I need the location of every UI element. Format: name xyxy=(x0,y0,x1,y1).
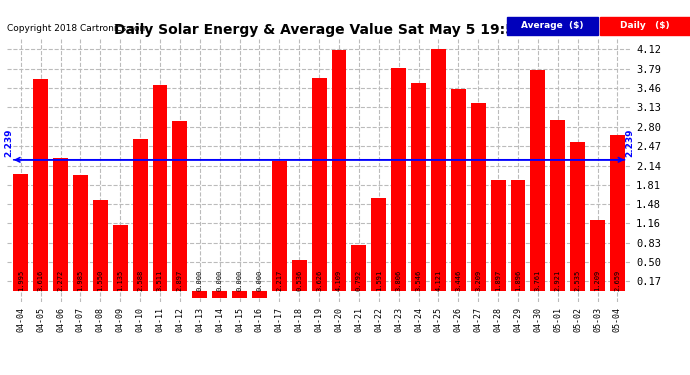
Text: 2.239: 2.239 xyxy=(4,128,13,157)
Bar xyxy=(411,83,426,291)
Text: Average  ($): Average ($) xyxy=(522,21,584,30)
Text: 3.446: 3.446 xyxy=(455,270,462,291)
Text: 2.659: 2.659 xyxy=(614,270,620,291)
Text: 3.626: 3.626 xyxy=(316,270,322,291)
Text: Copyright 2018 Cartronics.com: Copyright 2018 Cartronics.com xyxy=(7,24,148,33)
Text: 3.511: 3.511 xyxy=(157,270,163,291)
Bar xyxy=(13,174,28,291)
Text: 0.000: 0.000 xyxy=(197,270,203,291)
Text: 3.761: 3.761 xyxy=(535,270,541,291)
Bar xyxy=(371,198,386,291)
Bar xyxy=(351,245,366,291)
Bar xyxy=(172,121,188,291)
Bar xyxy=(93,200,108,291)
Bar xyxy=(391,68,406,291)
Bar xyxy=(292,260,306,291)
Text: 0.792: 0.792 xyxy=(356,270,362,291)
Bar xyxy=(471,103,486,291)
Text: 2.272: 2.272 xyxy=(57,270,63,291)
Bar xyxy=(132,140,148,291)
Bar xyxy=(252,291,267,298)
Bar xyxy=(73,175,88,291)
Text: 1.985: 1.985 xyxy=(77,270,83,291)
Text: 1.550: 1.550 xyxy=(97,270,104,291)
Bar xyxy=(431,49,446,291)
Bar xyxy=(53,158,68,291)
Bar xyxy=(451,89,466,291)
Text: 0.000: 0.000 xyxy=(217,270,223,291)
Text: 2.535: 2.535 xyxy=(575,270,581,291)
Text: 3.616: 3.616 xyxy=(38,270,43,291)
Bar xyxy=(610,135,625,291)
Bar xyxy=(272,161,287,291)
Text: 1.897: 1.897 xyxy=(495,270,501,291)
Text: 3.546: 3.546 xyxy=(415,270,422,291)
Text: 1.995: 1.995 xyxy=(18,270,24,291)
Text: 0.536: 0.536 xyxy=(296,270,302,291)
Text: 2.921: 2.921 xyxy=(555,270,561,291)
Text: 4.121: 4.121 xyxy=(435,270,442,291)
Text: 2.239: 2.239 xyxy=(625,128,634,157)
Title: Daily Solar Energy & Average Value Sat May 5 19:57: Daily Solar Energy & Average Value Sat M… xyxy=(114,23,524,37)
Text: 1.896: 1.896 xyxy=(515,270,521,291)
Bar xyxy=(213,291,227,298)
Bar xyxy=(590,220,605,291)
Text: Daily   ($): Daily ($) xyxy=(620,21,670,30)
Text: 1.209: 1.209 xyxy=(595,270,600,291)
Text: 2.897: 2.897 xyxy=(177,270,183,291)
Bar xyxy=(193,291,207,298)
Text: 3.806: 3.806 xyxy=(395,270,402,291)
Text: 1.135: 1.135 xyxy=(117,270,124,291)
Bar xyxy=(570,142,585,291)
Text: 2.588: 2.588 xyxy=(137,270,143,291)
Text: 1.591: 1.591 xyxy=(376,270,382,291)
Bar xyxy=(511,180,526,291)
Text: 3.209: 3.209 xyxy=(475,270,481,291)
Text: 4.109: 4.109 xyxy=(336,270,342,291)
Bar xyxy=(332,50,346,291)
Text: 2.217: 2.217 xyxy=(277,270,282,291)
Bar xyxy=(112,225,128,291)
Text: 0.000: 0.000 xyxy=(257,270,262,291)
Bar xyxy=(152,85,168,291)
Bar xyxy=(551,120,565,291)
Bar xyxy=(491,180,506,291)
Bar xyxy=(312,78,326,291)
Bar xyxy=(531,70,545,291)
Text: 0.000: 0.000 xyxy=(237,270,243,291)
Bar xyxy=(232,291,247,298)
Bar xyxy=(33,79,48,291)
